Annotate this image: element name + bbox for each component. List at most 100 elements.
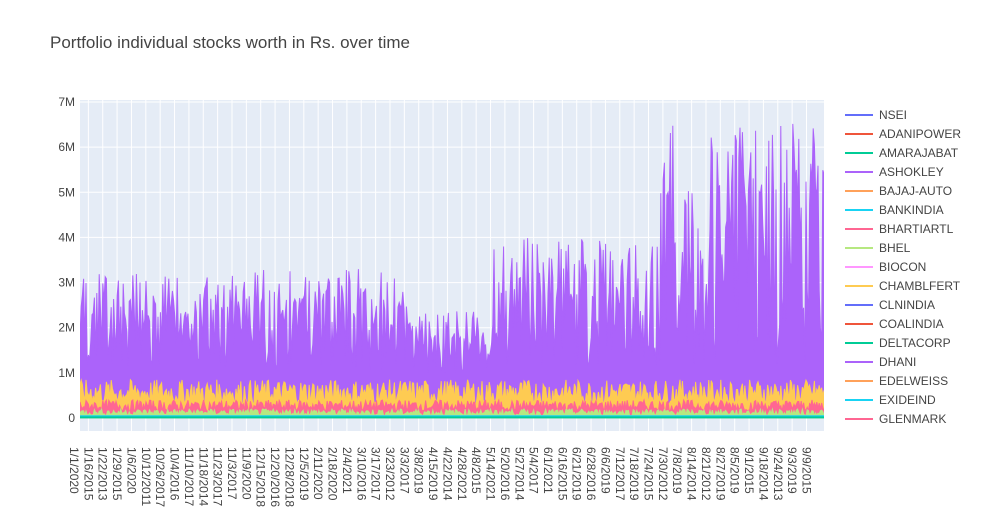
x-tick-label: 4/28/2021 [455, 447, 469, 501]
x-tick-label: 5/4/2017 [527, 447, 541, 494]
y-tick-label: 6M [58, 140, 75, 154]
x-tick-label: 2/18/2020 [326, 447, 340, 501]
x-tick-label: 11/10/2017 [182, 447, 196, 506]
legend-item[interactable]: ASHOKLEY [845, 165, 944, 179]
x-tick-label: 7/8/2019 [670, 447, 684, 494]
legend-label: DELTACORP [879, 336, 951, 350]
legend-label: BIOCON [879, 260, 926, 274]
x-tick-label: 12/20/2016 [268, 447, 282, 507]
x-tick-label: 9/1/2015 [742, 447, 756, 494]
y-tick-label: 1M [58, 366, 75, 380]
x-tick-label: 6/6/2019 [598, 447, 612, 494]
legend-label: ASHOKLEY [879, 165, 944, 179]
legend-item[interactable]: EDELWEISS [845, 374, 948, 388]
x-tick-label: 10/4/2016 [168, 447, 182, 501]
legend-item[interactable]: BANKINDIA [845, 203, 944, 217]
x-tick-label: 8/21/2012 [699, 447, 713, 501]
legend-label: BHARTIARTL [879, 222, 954, 236]
legend-item[interactable]: AMARAJABAT [845, 146, 959, 160]
legend-item[interactable]: BAJAJ-AUTO [845, 184, 952, 198]
legend-item[interactable]: ADANIPOWER [845, 127, 961, 141]
y-tick-label: 4M [58, 230, 75, 244]
x-tick-label: 4/15/2019 [426, 447, 440, 501]
x-tick-label: 7/12/2017 [613, 447, 627, 501]
legend-item[interactable]: BHARTIARTL [845, 222, 954, 236]
x-tick-label: 6/1/2021 [541, 447, 555, 494]
legend-label: CHAMBLFERT [879, 279, 961, 293]
legend-item[interactable]: CLNINDIA [845, 298, 935, 312]
legend-label: NSEI [879, 108, 907, 122]
x-tick-label: 4/22/2014 [440, 447, 454, 501]
legend-label: ADANIPOWER [879, 127, 961, 141]
y-tick-label: 0 [68, 411, 75, 425]
x-tick-label: 11/3/2017 [225, 447, 239, 500]
x-tick-label: 5/27/2014 [512, 447, 526, 501]
x-tick-label: 1/29/2015 [110, 447, 124, 501]
legend-label: AMARAJABAT [879, 146, 959, 160]
legend-label: BAJAJ-AUTO [879, 184, 952, 198]
x-tick-label: 3/23/2012 [383, 447, 397, 501]
x-tick-label: 3/10/2016 [354, 447, 368, 501]
x-tick-label: 2/4/2021 [340, 447, 354, 494]
x-tick-label: 9/9/2015 [800, 447, 814, 494]
x-tick-label: 1/22/2013 [96, 447, 110, 501]
series-area-ashokley [80, 123, 824, 419]
x-tick-label: 9/18/2014 [756, 447, 770, 501]
legend-label: DHANI [879, 355, 916, 369]
chart-title: Portfolio individual stocks worth in Rs.… [50, 33, 410, 52]
legend-item[interactable]: GLENMARK [845, 412, 946, 426]
x-tick-label: 10/26/2017 [153, 447, 167, 507]
legend-label: BHEL [879, 241, 911, 255]
x-tick-label: 7/18/2019 [627, 447, 641, 501]
x-tick-label: 9/24/2013 [771, 447, 785, 501]
x-tick-label: 12/28/2018 [282, 447, 296, 507]
x-tick-label: 11/18/2014 [196, 447, 210, 506]
x-tick-label: 1/6/2020 [124, 447, 138, 494]
legend-item[interactable]: CHAMBLFERT [845, 279, 961, 293]
x-tick-label: 7/30/2012 [656, 447, 670, 501]
legend-label: CLNINDIA [879, 298, 935, 312]
x-tick-label: 1/16/2015 [81, 447, 95, 501]
plot-area [80, 123, 824, 419]
x-tick-label: 11/9/2020 [239, 447, 253, 500]
legend-label: COALINDIA [879, 317, 944, 331]
x-axis: 1/1/2020 1/16/2015 1/22/2013 1/29/2015 1/6/2… [67, 447, 814, 507]
legend-item[interactable]: BIOCON [845, 260, 926, 274]
x-tick-label: 10/12/2011 [139, 447, 153, 506]
x-tick-label: 8/14/2014 [685, 447, 699, 501]
x-tick-label: 5/20/2016 [498, 447, 512, 501]
x-tick-label: 7/24/2015 [642, 447, 656, 501]
x-tick-label: 1/1/2020 [67, 447, 81, 494]
legend-item[interactable]: DELTACORP [845, 336, 951, 350]
x-tick-label: 2/11/2020 [311, 447, 325, 500]
y-tick-label: 2M [58, 321, 75, 335]
y-axis: 0 1M 2M 3M 4M 5M 6M 7M [58, 95, 75, 425]
legend-item[interactable]: BHEL [845, 241, 911, 255]
legend-item[interactable]: EXIDEIND [845, 393, 936, 407]
x-tick-label: 12/15/2018 [254, 447, 268, 507]
x-tick-label: 4/8/2015 [469, 447, 483, 494]
y-tick-label: 5M [58, 185, 75, 199]
x-tick-label: 3/3/2017 [397, 447, 411, 494]
x-tick-label: 6/28/2016 [584, 447, 598, 501]
x-tick-label: 3/8/2019 [412, 447, 426, 494]
legend-label: EDELWEISS [879, 374, 948, 388]
legend-item[interactable]: NSEI [845, 108, 907, 122]
legend-label: BANKINDIA [879, 203, 944, 217]
x-tick-label: 8/5/2019 [728, 447, 742, 494]
y-tick-label: 3M [58, 276, 75, 290]
x-tick-label: 12/5/2019 [297, 447, 311, 501]
x-tick-label: 11/23/2017 [211, 447, 225, 506]
y-tick-label: 7M [58, 95, 75, 109]
legend-label: EXIDEIND [879, 393, 936, 407]
legend[interactable]: NSEI ADANIPOWER AMARAJABAT ASHOKLEY BAJAJ-AU… [836, 102, 983, 434]
x-tick-label: 6/21/2019 [570, 447, 584, 501]
legend-item[interactable]: COALINDIA [845, 317, 944, 331]
x-tick-label: 5/14/2021 [484, 447, 498, 501]
legend-item[interactable]: DHANI [845, 355, 916, 369]
legend-label: GLENMARK [879, 412, 946, 426]
x-tick-label: 3/17/2017 [369, 447, 383, 501]
x-tick-label: 6/16/2015 [555, 447, 569, 501]
x-tick-label: 9/3/2019 [785, 447, 799, 494]
